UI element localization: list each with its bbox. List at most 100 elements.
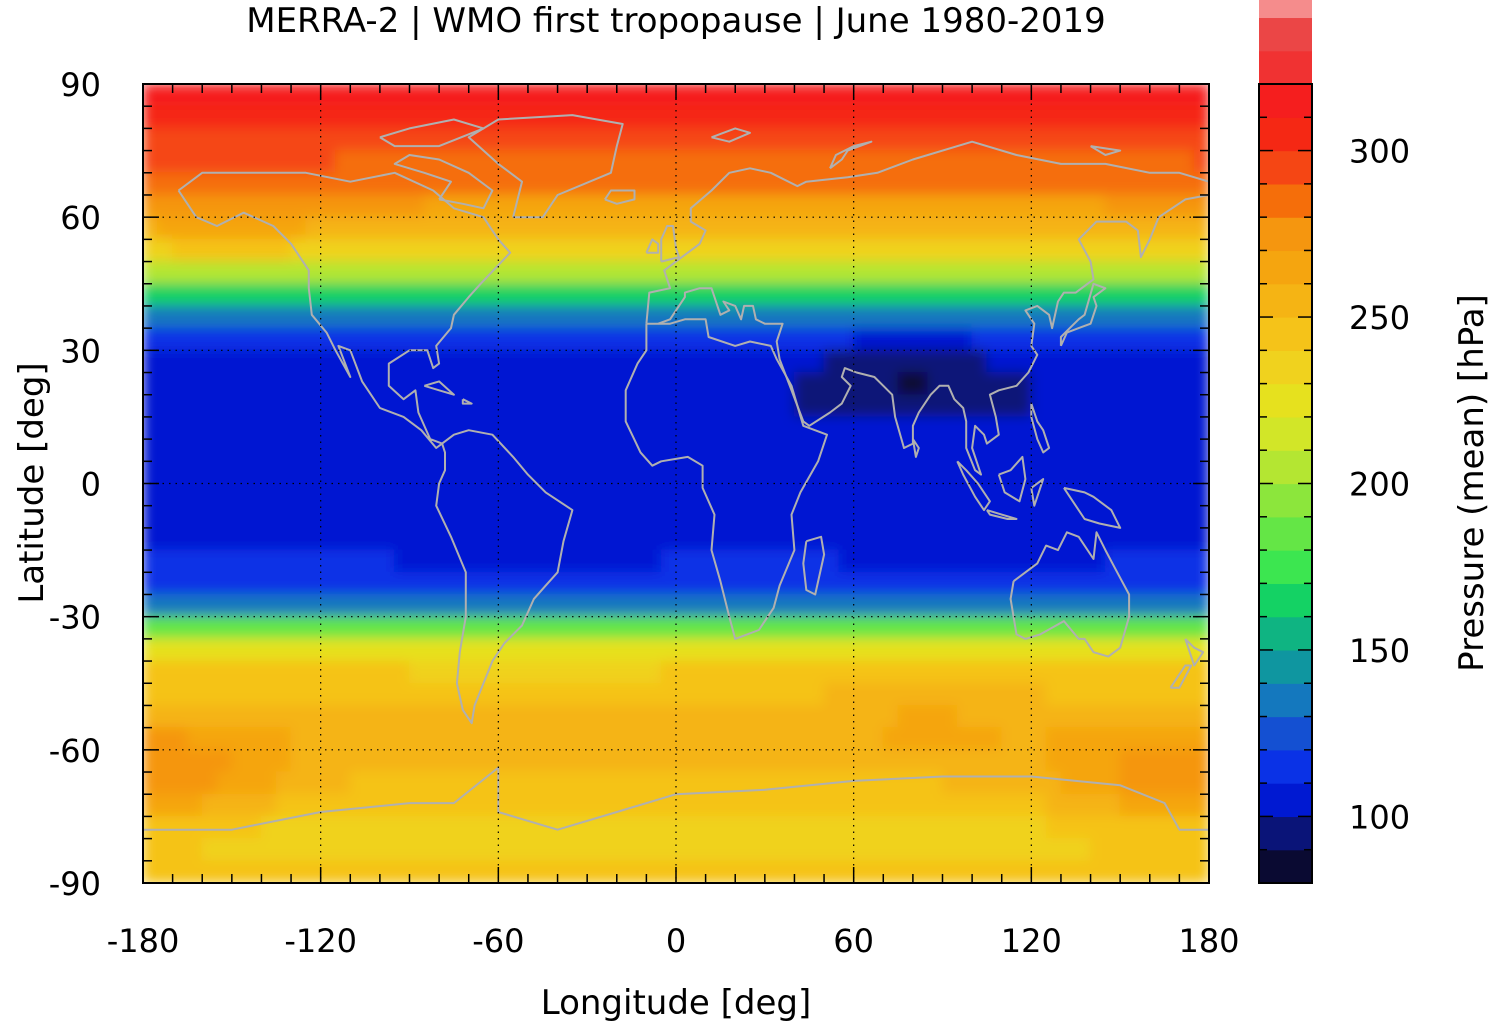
heatmap-cell [186,460,203,484]
heatmap-cell [675,727,692,751]
heatmap-cell [542,771,559,795]
heatmap-cell [468,527,485,551]
heatmap-cell [705,749,721,773]
heatmap-cell [1178,571,1195,595]
heatmap-cell [631,483,647,507]
heatmap-cell [1030,172,1047,196]
heatmap-cell [557,84,573,107]
heatmap-cell [942,549,958,573]
heatmap-cell [143,460,159,484]
heatmap-cell [793,372,810,396]
heatmap-cell [1164,349,1180,374]
heatmap-cell [764,84,781,107]
heatmap-cell [1134,549,1151,573]
heatmap-cell [320,660,336,684]
heatmap-cell [764,105,781,129]
heatmap-cell [394,771,410,795]
heatmap-cell [1164,105,1180,129]
heatmap-cell [216,150,233,174]
heatmap-cell [927,349,943,374]
heatmap-cell [867,815,884,840]
colorbar-swatch [1259,849,1312,884]
heatmap-cell [601,838,618,862]
heatmap-cell [216,238,233,263]
heatmap-cell [838,438,855,462]
heatmap-cell [186,505,203,529]
colorbar-swatch [1259,716,1312,751]
heatmap-cell [1104,483,1121,507]
heatmap-cell [853,150,869,174]
heatmap-cell [1016,261,1032,285]
heatmap-cell [512,682,529,706]
heatmap-cell [394,349,410,374]
heatmap-cell [409,771,425,795]
heatmap-cell [527,483,544,507]
heatmap-cell [394,527,410,551]
heatmap-cell [453,616,470,640]
heatmap-cell [542,438,559,462]
heatmap-cell [527,771,544,795]
heatmap-cell [349,216,366,240]
heatmap-cell [453,571,470,595]
heatmap-cell [675,194,692,218]
heatmap-cell [1134,838,1151,862]
heatmap-cell [793,349,810,374]
heatmap-cell [734,549,751,573]
heatmap-cell [690,84,707,107]
heatmap-cell [468,682,485,706]
heatmap-cell [246,150,262,174]
heatmap-cell [1134,860,1151,883]
heatmap-cell [512,638,529,662]
heatmap-cell [942,593,958,618]
heatmap-cell [719,793,736,817]
colorbar-label: Pressure (mean) [hPa] [1452,294,1492,672]
heatmap-cell [557,771,573,795]
heatmap-cell [320,549,336,573]
heatmap-cell [409,704,425,729]
heatmap-cell [853,793,869,817]
heatmap-cell [1001,549,1018,573]
heatmap-cell [201,127,218,152]
heatmap-cell [1016,815,1032,840]
heatmap-cell [379,660,396,684]
heatmap-cell [793,127,810,152]
heatmap-cell [927,105,943,129]
heatmap-cell [749,793,766,817]
heatmap-cell [571,505,588,529]
heatmap-cell [1104,416,1121,440]
heatmap-cell [927,793,943,817]
heatmap-cell [201,838,218,862]
heatmap-cell [1030,771,1047,795]
heatmap-cell [853,172,869,196]
heatmap-cell [1045,127,1062,152]
heatmap-cell [542,505,559,529]
heatmap-cell [645,460,662,484]
heatmap-cell [483,283,499,307]
heatmap-cell [216,771,233,795]
heatmap-cell [557,438,573,462]
heatmap-cell [186,305,203,329]
heatmap-cell [660,638,677,662]
heatmap-cell [690,771,707,795]
heatmap-cell [660,505,677,529]
heatmap-cell [793,327,810,351]
heatmap-cell [557,616,573,640]
heatmap-cell [527,727,544,751]
heatmap-cell [379,682,396,706]
heatmap-cell [349,616,366,640]
heatmap-cell [1104,815,1121,840]
heatmap-cell [690,394,707,418]
heatmap-cell [749,416,766,440]
heatmap-cell [734,438,751,462]
heatmap-cell [1164,327,1180,351]
heatmap-cell [483,704,499,729]
heatmap-cell [675,505,692,529]
heatmap-cell [882,505,899,529]
heatmap-cell [1119,527,1136,551]
heatmap-cell [438,261,455,285]
heatmap-cell [645,838,662,862]
heatmap-cell [956,682,973,706]
heatmap-cell [246,105,262,129]
heatmap-cell [1119,327,1136,351]
heatmap-cell [1104,349,1121,374]
